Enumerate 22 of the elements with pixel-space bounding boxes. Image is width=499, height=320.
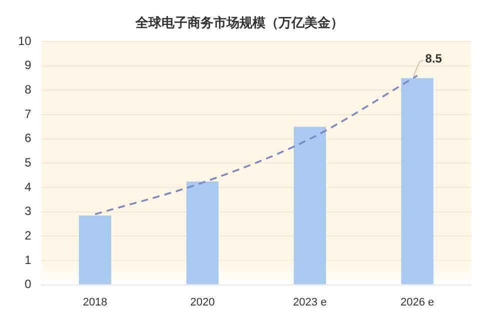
y-tick-label: 2: [24, 228, 32, 242]
y-tick-label: 8: [24, 82, 32, 97]
y-tick-label: 4: [24, 180, 32, 194]
bar: [186, 181, 219, 284]
x-tick-label: 2018: [82, 296, 108, 308]
y-tick-label: 1: [24, 252, 32, 267]
y-tick-label: 5: [24, 156, 32, 170]
y-tick-label: 7: [24, 106, 32, 121]
y-tick-label: 6: [24, 131, 32, 146]
y-tick-label: 3: [24, 204, 32, 218]
bar: [401, 78, 434, 284]
y-tick-label: 0: [24, 277, 32, 292]
x-tick-label: 2023 e: [293, 296, 327, 308]
data-label: 8.5: [425, 51, 442, 66]
line-series: [94, 74, 418, 216]
bar: [78, 215, 112, 284]
x-tick-label: 2026 e: [400, 296, 434, 308]
x-tick-label: 2020: [190, 296, 215, 308]
y-tick-label: 9: [24, 58, 32, 72]
y-tick-label: 10: [18, 34, 32, 48]
bar: [294, 126, 326, 284]
chart-title: 全球电子商务市场规模（万亿美金）: [134, 15, 344, 32]
